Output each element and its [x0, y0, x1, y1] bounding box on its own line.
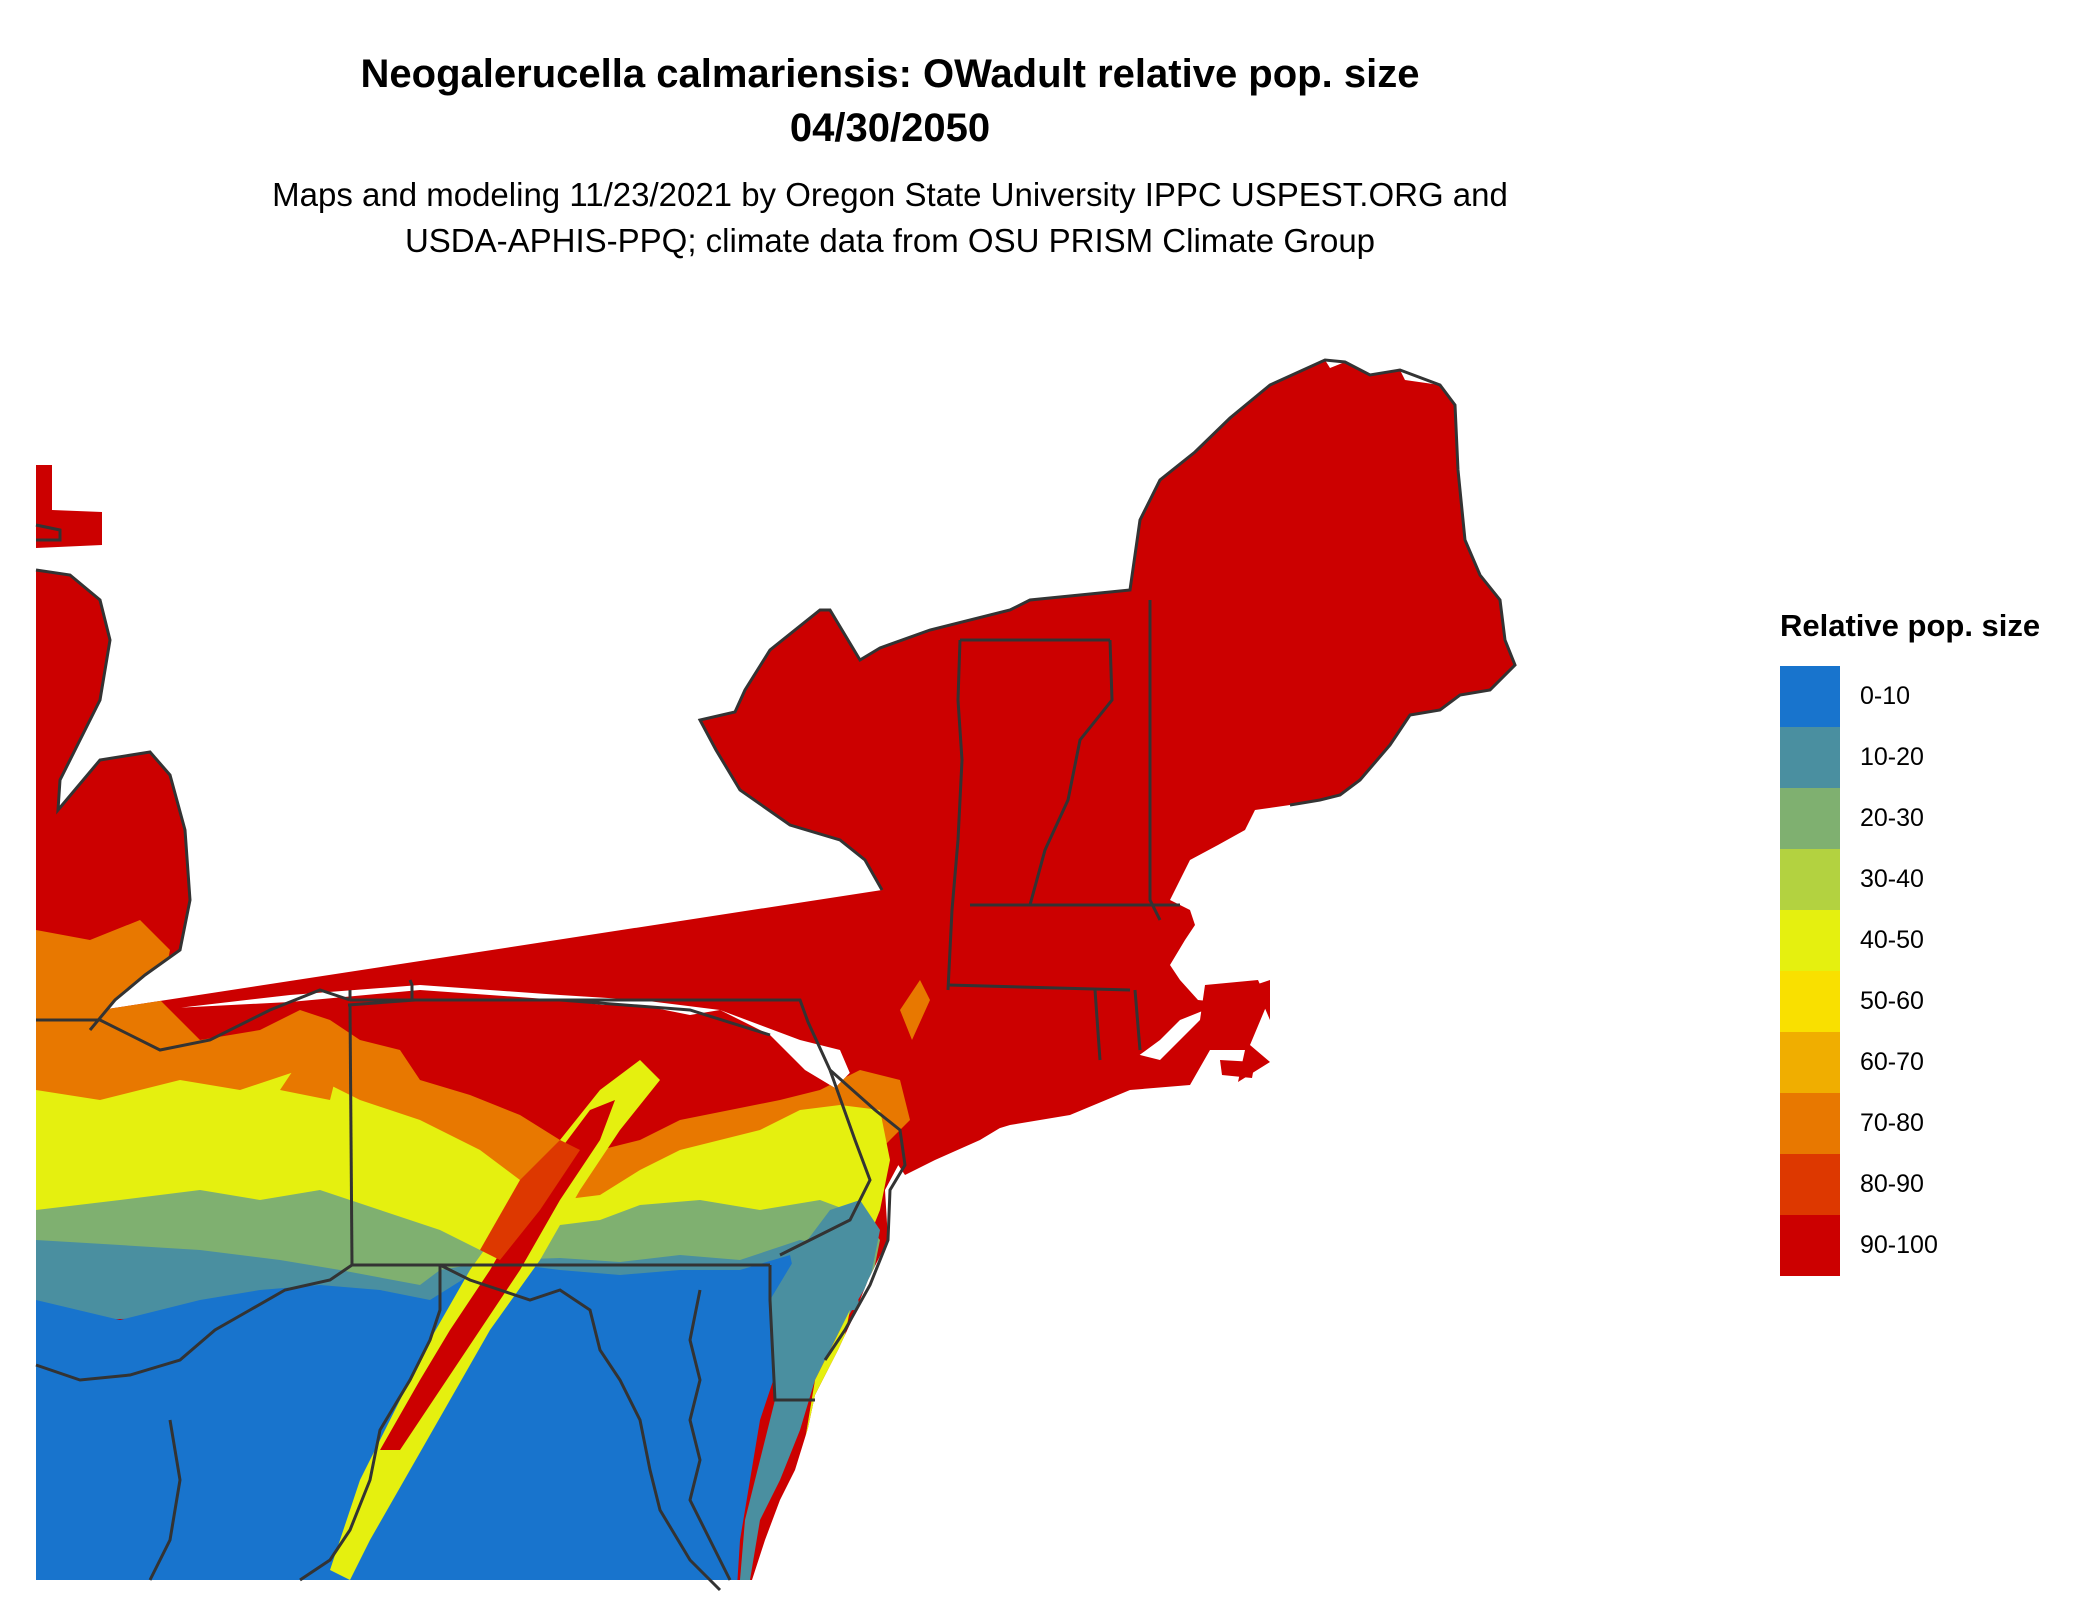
legend-swatch [1780, 1215, 1840, 1276]
legend-item: 0-10 [1780, 666, 2080, 727]
ridge-yellow [330, 1060, 660, 1580]
map-title: Neogalerucella calmariensis: OWadult rel… [360, 52, 1420, 96]
legend-items: 0-10 10-20 20-30 30-40 40-50 50-60 60-70 70-80 8… [1780, 666, 2080, 1276]
legend-swatch [1780, 1032, 1840, 1093]
legend-label: 20-30 [1860, 804, 1924, 832]
legend-item: 10-20 [1780, 727, 2080, 788]
legend-title: Relative pop. size [1780, 608, 2041, 643]
legend-swatch [1780, 1093, 1840, 1154]
legend-item: 30-40 [1780, 849, 2080, 910]
legend-item: 90-100 [1780, 1215, 2080, 1276]
legend-label: 90-100 [1860, 1231, 1938, 1259]
legend-item: 70-80 [1780, 1093, 2080, 1154]
legend-swatch [1780, 788, 1840, 849]
legend: Relative pop. size 0-10 10-20 20-30 30-40 40… [1780, 608, 2080, 1276]
legend-label: 10-20 [1860, 743, 1924, 771]
legend-label: 70-80 [1860, 1109, 1924, 1137]
map-subtitle-line2: USDA-APHIS-PPQ; climate data from OSU PR… [404, 222, 1376, 259]
legend-label: 80-90 [1860, 1170, 1924, 1198]
legend-swatch [1780, 971, 1840, 1032]
ridge-red [380, 1100, 615, 1450]
legend-swatch [1780, 849, 1840, 910]
state-borders [35, 358, 1517, 1592]
legend-item: 80-90 [1780, 1154, 2080, 1215]
legend-swatch [1780, 910, 1840, 971]
map-color-layers [36, 360, 1515, 1580]
legend-label: 50-60 [1860, 987, 1924, 1015]
map-date: 04/30/2050 [789, 106, 991, 150]
legend-label: 60-70 [1860, 1048, 1924, 1076]
legend-swatch [1780, 666, 1840, 727]
legend-item: 50-60 [1780, 971, 2080, 1032]
legend-label: 40-50 [1860, 926, 1924, 954]
heat-map [35, 358, 1517, 1592]
legend-swatch [1780, 1154, 1840, 1215]
legend-label: 0-10 [1860, 682, 1911, 710]
legend-item: 20-30 [1780, 788, 2080, 849]
legend-label: 30-40 [1860, 865, 1924, 893]
patch-orange [900, 980, 930, 1040]
legend-swatch [1780, 727, 1840, 788]
map-subtitle-line1: Maps and modeling 11/23/2021 by Oregon S… [272, 176, 1508, 213]
coast-teal [740, 1200, 880, 1580]
patch-orange-2 [280, 1060, 340, 1100]
legend-item: 40-50 [1780, 910, 2080, 971]
ridge-red-orange [480, 1140, 580, 1260]
legend-item: 60-70 [1780, 1032, 2080, 1093]
nantucket-island [1220, 1060, 1255, 1078]
